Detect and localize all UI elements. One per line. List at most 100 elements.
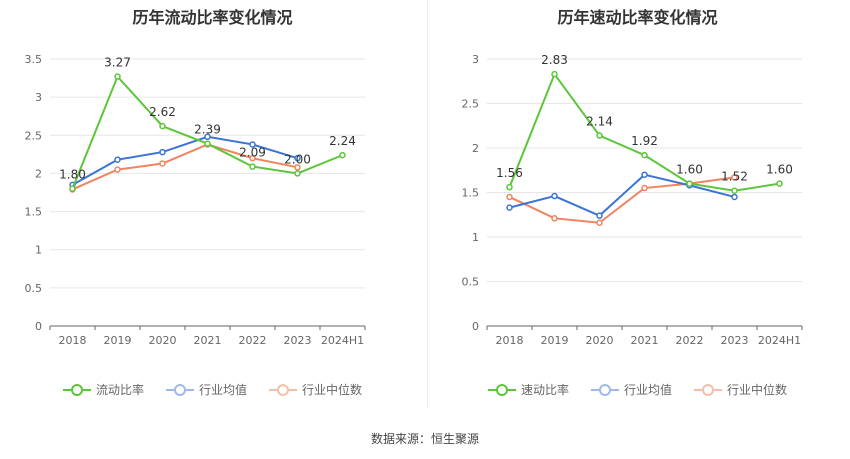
data-label: 2.14 [586, 115, 613, 129]
panel-divider [427, 0, 428, 408]
x-tick-label: 2018 [496, 334, 524, 347]
x-tick-label: 2018 [59, 334, 87, 347]
data-point [731, 187, 738, 194]
data-point [686, 180, 693, 187]
legend-item-industry-median[interactable]: 行业中位数 [269, 381, 362, 398]
data-point [204, 140, 211, 147]
data-point [641, 171, 648, 178]
legend-green-marker-icon [62, 383, 91, 397]
current-ratio-plot: 0 0.5 1 1.5 2 2.5 3 3.5 2018 2019 2020 2021 2022 2023… [25, 53, 366, 347]
y-tick-label: 0.5 [462, 276, 480, 289]
x-tick-label: 2021 [194, 334, 222, 347]
x-tick-label: 2021 [631, 334, 659, 347]
data-label: 2.39 [194, 123, 221, 137]
data-point [731, 193, 738, 201]
quick-ratio-chart: 历年速动比率变化情况 0 0.5 1 1.5 2 2.5 3 2018 2019 2020 2021… [425, 0, 850, 420]
x-tick-label: 2019 [541, 334, 569, 347]
data-label: 2.09 [239, 146, 266, 160]
data-point [249, 163, 256, 170]
data-point [159, 148, 166, 156]
data-point [204, 133, 211, 141]
x-tick-label: 2020 [149, 334, 177, 347]
legend-item-industry-median[interactable]: 行业中位数 [694, 381, 787, 398]
data-point [294, 154, 301, 162]
data-point [69, 185, 76, 192]
data-point [641, 151, 648, 159]
legend-item-quick-ratio[interactable]: 速动比率 [487, 381, 569, 398]
y-tick-label: 1 [472, 231, 479, 244]
chart-legend: 流动比率 行业均值 行业中位数 [0, 381, 425, 398]
current-ratio-chart: 历年流动比率变化情况 0 0.5 1 1.5 2 2.5 3 3.5 2018 2019 2020 2… [0, 0, 425, 420]
legend-label: 行业均值 [198, 383, 247, 397]
data-point [114, 166, 121, 173]
legend-label: 行业中位数 [302, 383, 363, 397]
x-tick-label: 2024H1 [758, 334, 801, 347]
data-point [731, 174, 738, 181]
data-label: 1.56 [496, 166, 523, 180]
data-point [339, 151, 346, 159]
data-point [294, 164, 301, 171]
y-tick-label: 3 [472, 53, 479, 66]
data-point [159, 160, 166, 167]
data-point [506, 183, 513, 191]
x-tick-label: 2019 [104, 334, 132, 347]
y-tick-label: 3 [35, 91, 42, 104]
data-label: 2.24 [329, 134, 356, 148]
y-tick-label: 2 [472, 142, 479, 155]
data-point [159, 122, 166, 130]
chart-title: 历年速动比率变化情况 [557, 8, 718, 27]
series-line [509, 173, 735, 217]
series-line [72, 143, 298, 191]
legend-orange-marker-icon [694, 383, 722, 397]
legend-label: 行业均值 [623, 383, 672, 397]
x-tick-label: 2024H1 [321, 334, 364, 347]
data-source-note: 数据来源：恒生聚源 [370, 432, 479, 446]
y-tick-label: 2.5 [25, 129, 43, 142]
y-tick-label: 1.5 [25, 206, 43, 219]
series-line [72, 135, 298, 186]
y-tick-label: 0 [35, 320, 42, 333]
data-label: 1.60 [676, 163, 703, 177]
data-point [641, 184, 648, 192]
data-point [596, 219, 603, 227]
data-label: 1.60 [766, 163, 793, 177]
data-point [596, 132, 603, 139]
data-point [114, 156, 121, 163]
data-point [506, 193, 513, 201]
data-label: 2.62 [149, 105, 176, 119]
data-label: 1.92 [631, 134, 658, 148]
x-tick-label: 2022 [239, 334, 267, 347]
data-point [551, 215, 558, 222]
legend-label: 流动比率 [95, 383, 144, 397]
y-tick-label: 2.5 [462, 98, 480, 111]
data-point [506, 204, 513, 211]
legend-item-industry-average[interactable]: 行业均值 [590, 381, 672, 398]
data-point [249, 141, 256, 148]
chart-title: 历年流动比率变化情况 [132, 8, 293, 27]
legend-orange-marker-icon [269, 383, 297, 397]
legend-label: 行业中位数 [727, 383, 788, 397]
y-tick-label: 0 [472, 320, 479, 333]
chart-legend: 速动比率 行业均值 行业中位数 [425, 381, 850, 398]
legend-item-industry-average[interactable]: 行业均值 [165, 381, 247, 398]
data-label: 2.00 [284, 152, 311, 166]
y-tick-label: 0.5 [25, 282, 43, 295]
data-point [551, 70, 558, 78]
data-point [114, 73, 121, 80]
legend-item-current-ratio[interactable]: 流动比率 [62, 381, 144, 398]
y-tick-label: 3.5 [25, 53, 43, 66]
data-label: 1.52 [721, 170, 748, 184]
x-tick-label: 2023 [721, 334, 749, 347]
quick-ratio-plot: 0 0.5 1 1.52 2.5 3 2018 2019 2020 2021 2022 2023 202… [462, 53, 803, 347]
y-tick-label: 1 [35, 244, 42, 257]
legend-blue-marker-icon [165, 383, 194, 397]
x-tick-label: 2020 [586, 334, 614, 347]
data-label: 2.83 [541, 53, 568, 67]
data-label: 3.27 [104, 56, 131, 70]
y-tick-label: 2 [35, 167, 42, 180]
x-tick-label: 2022 [676, 334, 704, 347]
series-line [509, 176, 735, 224]
data-point [551, 192, 558, 200]
data-label: 1.80 [59, 168, 86, 182]
x-tick-label: 2023 [284, 334, 312, 347]
